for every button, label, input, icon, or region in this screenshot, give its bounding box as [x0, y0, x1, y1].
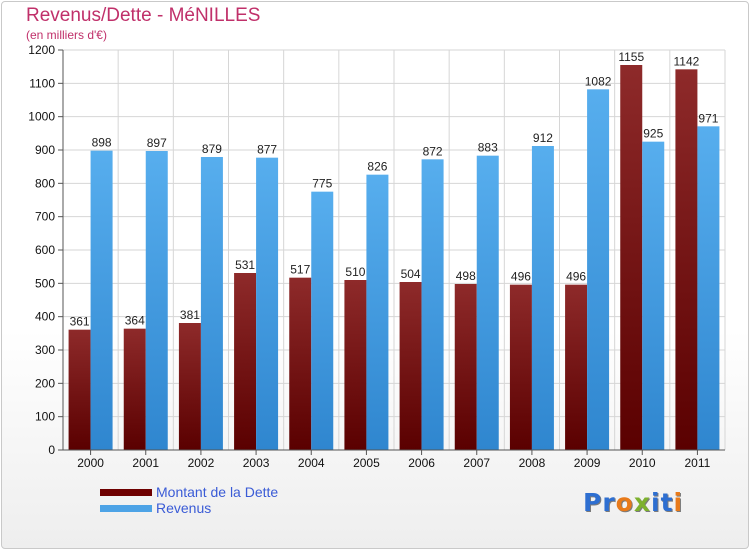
bars: [68, 65, 720, 451]
bar-revenus: [90, 150, 113, 450]
x-tick-label: 2010: [629, 456, 656, 470]
x-tick-label: 2004: [298, 456, 325, 470]
data-label: 971: [698, 111, 718, 125]
logo-letter: P: [583, 488, 603, 517]
y-tick-label: 200: [35, 376, 55, 390]
bar-revenus: [200, 157, 223, 450]
y-tick-label: 300: [35, 343, 55, 357]
legend-label-revenus: Revenus: [156, 500, 212, 516]
data-label: 496: [566, 270, 586, 284]
chart-title: Revenus/Dette - MéNILLES: [26, 5, 261, 26]
data-label: 531: [235, 258, 255, 272]
x-tick-label: 2008: [519, 456, 546, 470]
y-tick-label: 1100: [29, 76, 55, 90]
data-label: 498: [456, 269, 476, 283]
y-tick-label: 400: [35, 310, 55, 324]
data-label: 510: [345, 265, 365, 279]
bar-dette: [289, 277, 312, 450]
data-label: 504: [401, 267, 421, 281]
logo-letter: o: [615, 488, 634, 517]
legend-swatch-dette: [100, 489, 152, 496]
bar-dette: [178, 323, 201, 450]
data-label: 897: [147, 136, 167, 150]
proxiti-logo: Proxiti: [583, 488, 683, 517]
data-label: 517: [290, 263, 310, 277]
data-label: 925: [643, 127, 663, 141]
chart-subtitle: (en milliers d'€): [26, 28, 107, 42]
data-label: 826: [367, 160, 387, 174]
x-tick-label: 2000: [77, 456, 104, 470]
data-label: 775: [312, 177, 332, 191]
bar-revenus: [421, 159, 444, 451]
data-label: 912: [533, 131, 553, 145]
legend-label-dette: Montant de la Dette: [156, 484, 279, 500]
data-label: 879: [202, 142, 222, 156]
data-label: 883: [478, 141, 498, 155]
data-label: 1082: [585, 74, 612, 88]
bar-revenus: [531, 146, 554, 450]
bar-revenus: [587, 89, 610, 450]
bar-revenus: [476, 155, 499, 450]
data-label: 872: [423, 144, 443, 158]
bar-revenus: [366, 174, 389, 450]
bar-dette: [344, 280, 367, 450]
bar-dette: [454, 284, 477, 450]
logo-letter: i: [651, 488, 661, 517]
x-tick-label: 2003: [243, 456, 270, 470]
bar-dette: [509, 284, 532, 450]
logo-letter: r: [602, 488, 616, 517]
bar-revenus: [145, 151, 168, 450]
y-tick-label: 0: [48, 443, 55, 457]
y-tick-label: 1000: [28, 110, 55, 124]
y-tick-label: 700: [35, 210, 55, 224]
logo-letter: x: [633, 488, 651, 517]
y-tick-label: 800: [35, 176, 55, 190]
bar-dette: [620, 65, 643, 450]
x-tick-label: 2011: [685, 456, 711, 470]
data-label: 898: [92, 136, 112, 150]
data-label: 877: [257, 143, 277, 157]
y-tick-label: 500: [35, 276, 55, 290]
x-tick-label: 2001: [132, 456, 159, 470]
bar-dette: [234, 273, 257, 450]
x-tick-label: 2007: [463, 456, 490, 470]
y-tick-label: 100: [35, 410, 55, 424]
bar-dette: [68, 329, 91, 450]
data-label: 364: [125, 314, 145, 328]
data-label: 496: [511, 270, 531, 284]
data-label: 1155: [618, 50, 644, 64]
grid: [62, 49, 726, 451]
legend-swatch-revenus: [100, 505, 152, 512]
logo-letter: i: [673, 488, 684, 517]
bar-dette: [565, 284, 588, 450]
y-tick-label: 900: [35, 143, 55, 157]
x-tick-label: 2006: [408, 456, 435, 470]
x-tick-label: 2005: [353, 456, 380, 470]
logo-letter: t: [660, 488, 674, 517]
bar-dette: [399, 282, 422, 450]
axes: 0 100 200 300 400 500 600 700 800 900 1000 1100 1200…: [28, 43, 725, 470]
bar-revenus: [697, 126, 720, 450]
y-tick-label: 600: [35, 243, 55, 257]
x-tick-label: 2002: [188, 456, 215, 470]
bar-dette: [675, 69, 698, 450]
data-label: 1142: [674, 54, 700, 68]
x-tick-label: 2009: [574, 456, 601, 470]
y-tick-label: 1200: [28, 43, 55, 57]
bar-revenus: [642, 141, 665, 450]
bar-dette: [123, 328, 146, 450]
bar-revenus: [311, 191, 334, 450]
bar-revenus: [256, 157, 279, 450]
data-label: 361: [70, 315, 90, 329]
data-label: 381: [180, 308, 200, 322]
